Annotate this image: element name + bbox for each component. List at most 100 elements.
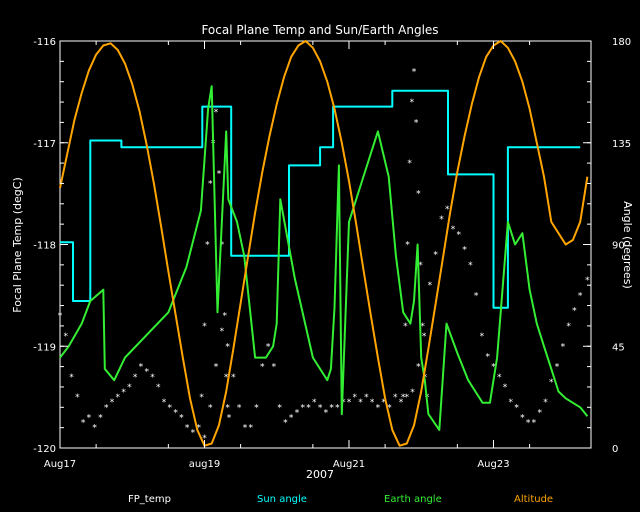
fp-temp-point: * bbox=[202, 434, 207, 444]
fp-temp-point: * bbox=[422, 332, 427, 342]
fp-temp-point: * bbox=[457, 230, 462, 240]
fp-temp-point: * bbox=[295, 408, 300, 418]
fp-temp-point: * bbox=[87, 413, 92, 423]
fp-temp-point: * bbox=[300, 403, 305, 413]
fp-temp-point: * bbox=[220, 241, 225, 251]
fp-temp-point: * bbox=[416, 363, 421, 373]
fp-temp-point: * bbox=[231, 373, 236, 383]
fp-temp-point: * bbox=[81, 419, 86, 429]
fp-temp-point: * bbox=[191, 429, 196, 439]
fp-temp-point: * bbox=[381, 398, 386, 408]
fp-temp-point: * bbox=[202, 322, 207, 332]
x-tick-label: Aug23 bbox=[477, 459, 509, 470]
fp-temp-point: * bbox=[329, 403, 334, 413]
x-axis-label: 2007 bbox=[306, 468, 334, 481]
fp-temp-point: * bbox=[358, 398, 363, 408]
earth-angle-line bbox=[59, 85, 589, 431]
fp-temp-point: * bbox=[312, 398, 317, 408]
fp-temp-point: * bbox=[393, 393, 398, 403]
y2-tick-label: 45 bbox=[612, 342, 625, 353]
fp-temp-point: * bbox=[208, 403, 213, 413]
fp-temp-point: * bbox=[418, 261, 423, 271]
sun-angle-line bbox=[60, 89, 581, 309]
fp-temp-point: * bbox=[416, 190, 421, 200]
legend-altitude: Altitude bbox=[514, 494, 554, 505]
y-tick-label: -117 bbox=[33, 139, 56, 150]
legend-earth-angle: Earth angle bbox=[384, 494, 442, 505]
axes-layer: Aug17 aug19 Aug21 Aug23 -116 -117 -118 -119 -120… bbox=[33, 37, 631, 470]
fp-temp-point: * bbox=[543, 398, 548, 408]
y-tick-label: -118 bbox=[33, 241, 56, 252]
fp-temp-point: * bbox=[272, 363, 277, 373]
y2-tick-label: 180 bbox=[612, 37, 631, 48]
fp-temp-point: * bbox=[139, 363, 144, 373]
fp-temp-point: * bbox=[214, 363, 219, 373]
altitude-line bbox=[59, 40, 589, 447]
fp-temp-point: * bbox=[403, 322, 408, 332]
fp-temp-point: * bbox=[104, 403, 109, 413]
y-tick-label: -116 bbox=[33, 37, 56, 48]
fp-temp-point: * bbox=[410, 388, 415, 398]
fp-temp-point: * bbox=[491, 363, 496, 373]
y-axis-label: Focal Plane Temp (degC) bbox=[11, 177, 24, 312]
fp-temp-point: * bbox=[98, 413, 103, 423]
x-tick-label: Aug17 bbox=[44, 459, 76, 470]
legend-sun-angle: Sun angle bbox=[257, 494, 307, 505]
fp-temp-point: * bbox=[532, 419, 537, 429]
fp-temp-point: * bbox=[405, 393, 410, 403]
legend-fp-temp: FP_temp bbox=[128, 494, 171, 505]
fp-temp-point: * bbox=[420, 322, 425, 332]
fp-temp-point: * bbox=[445, 205, 450, 215]
fp-temp-point: * bbox=[509, 398, 514, 408]
y2-tick-label: 0 bbox=[612, 444, 618, 455]
fp-temp-point: * bbox=[214, 108, 219, 118]
fp-temp-point: * bbox=[179, 413, 184, 423]
fp-temp-point: * bbox=[364, 393, 369, 403]
series-layer: ********************************* *******… bbox=[58, 40, 590, 447]
fp-temp-point: * bbox=[121, 388, 126, 398]
fp-temp-point: * bbox=[405, 241, 410, 251]
fp-temp-point: * bbox=[428, 281, 433, 291]
fp-temp-point: * bbox=[537, 408, 542, 418]
fp-temp-point: * bbox=[58, 312, 63, 322]
fp-temp-point: * bbox=[144, 368, 149, 378]
fp-temp-point: * bbox=[561, 342, 566, 352]
fp-temp-point: * bbox=[283, 419, 288, 429]
fp-temp-point: * bbox=[173, 408, 178, 418]
fp-temp-point: * bbox=[116, 393, 121, 403]
fp-temp-point: * bbox=[578, 291, 583, 301]
fp-temp-point: * bbox=[133, 373, 138, 383]
fp-temp-point: * bbox=[549, 378, 554, 388]
fp-temp-point: * bbox=[585, 276, 590, 286]
fp-temp-point: * bbox=[306, 403, 311, 413]
fp-temp-point: * bbox=[376, 403, 381, 413]
fp-temp-point: * bbox=[243, 424, 248, 434]
y2-axis-label: Angle (degrees) bbox=[621, 201, 634, 289]
fp-temp-point: * bbox=[347, 398, 352, 408]
fp-temp-point: * bbox=[572, 307, 577, 317]
fp-temp-point: * bbox=[439, 215, 444, 225]
fp-temp-point: * bbox=[225, 342, 230, 352]
fp-temp-point: * bbox=[208, 179, 213, 189]
fp-temp-point: * bbox=[341, 398, 346, 408]
fp-temp-point: * bbox=[387, 403, 392, 413]
fp-temp-point: * bbox=[237, 403, 242, 413]
x-tick-label: aug19 bbox=[189, 459, 221, 470]
fp-temp-point: * bbox=[555, 363, 560, 373]
fp-temp-point: * bbox=[468, 261, 473, 271]
fp-temp-point: * bbox=[480, 332, 485, 342]
fp-temp-point: * bbox=[150, 373, 155, 383]
fp-temp-point: * bbox=[168, 403, 173, 413]
fp-temp-point: * bbox=[225, 403, 230, 413]
fp-temp-point: * bbox=[248, 424, 253, 434]
fp-temp-point: * bbox=[64, 332, 69, 342]
plot-frame bbox=[59, 40, 592, 449]
fp-temp-point: * bbox=[401, 393, 406, 403]
y-tick-label: -120 bbox=[33, 444, 56, 455]
fp-temp-point: * bbox=[433, 251, 438, 261]
fp-temp-point: * bbox=[222, 312, 227, 322]
fp-temp-point: * bbox=[520, 413, 525, 423]
fp-temp-point: * bbox=[399, 398, 404, 408]
fp-temp-point: * bbox=[414, 118, 419, 128]
